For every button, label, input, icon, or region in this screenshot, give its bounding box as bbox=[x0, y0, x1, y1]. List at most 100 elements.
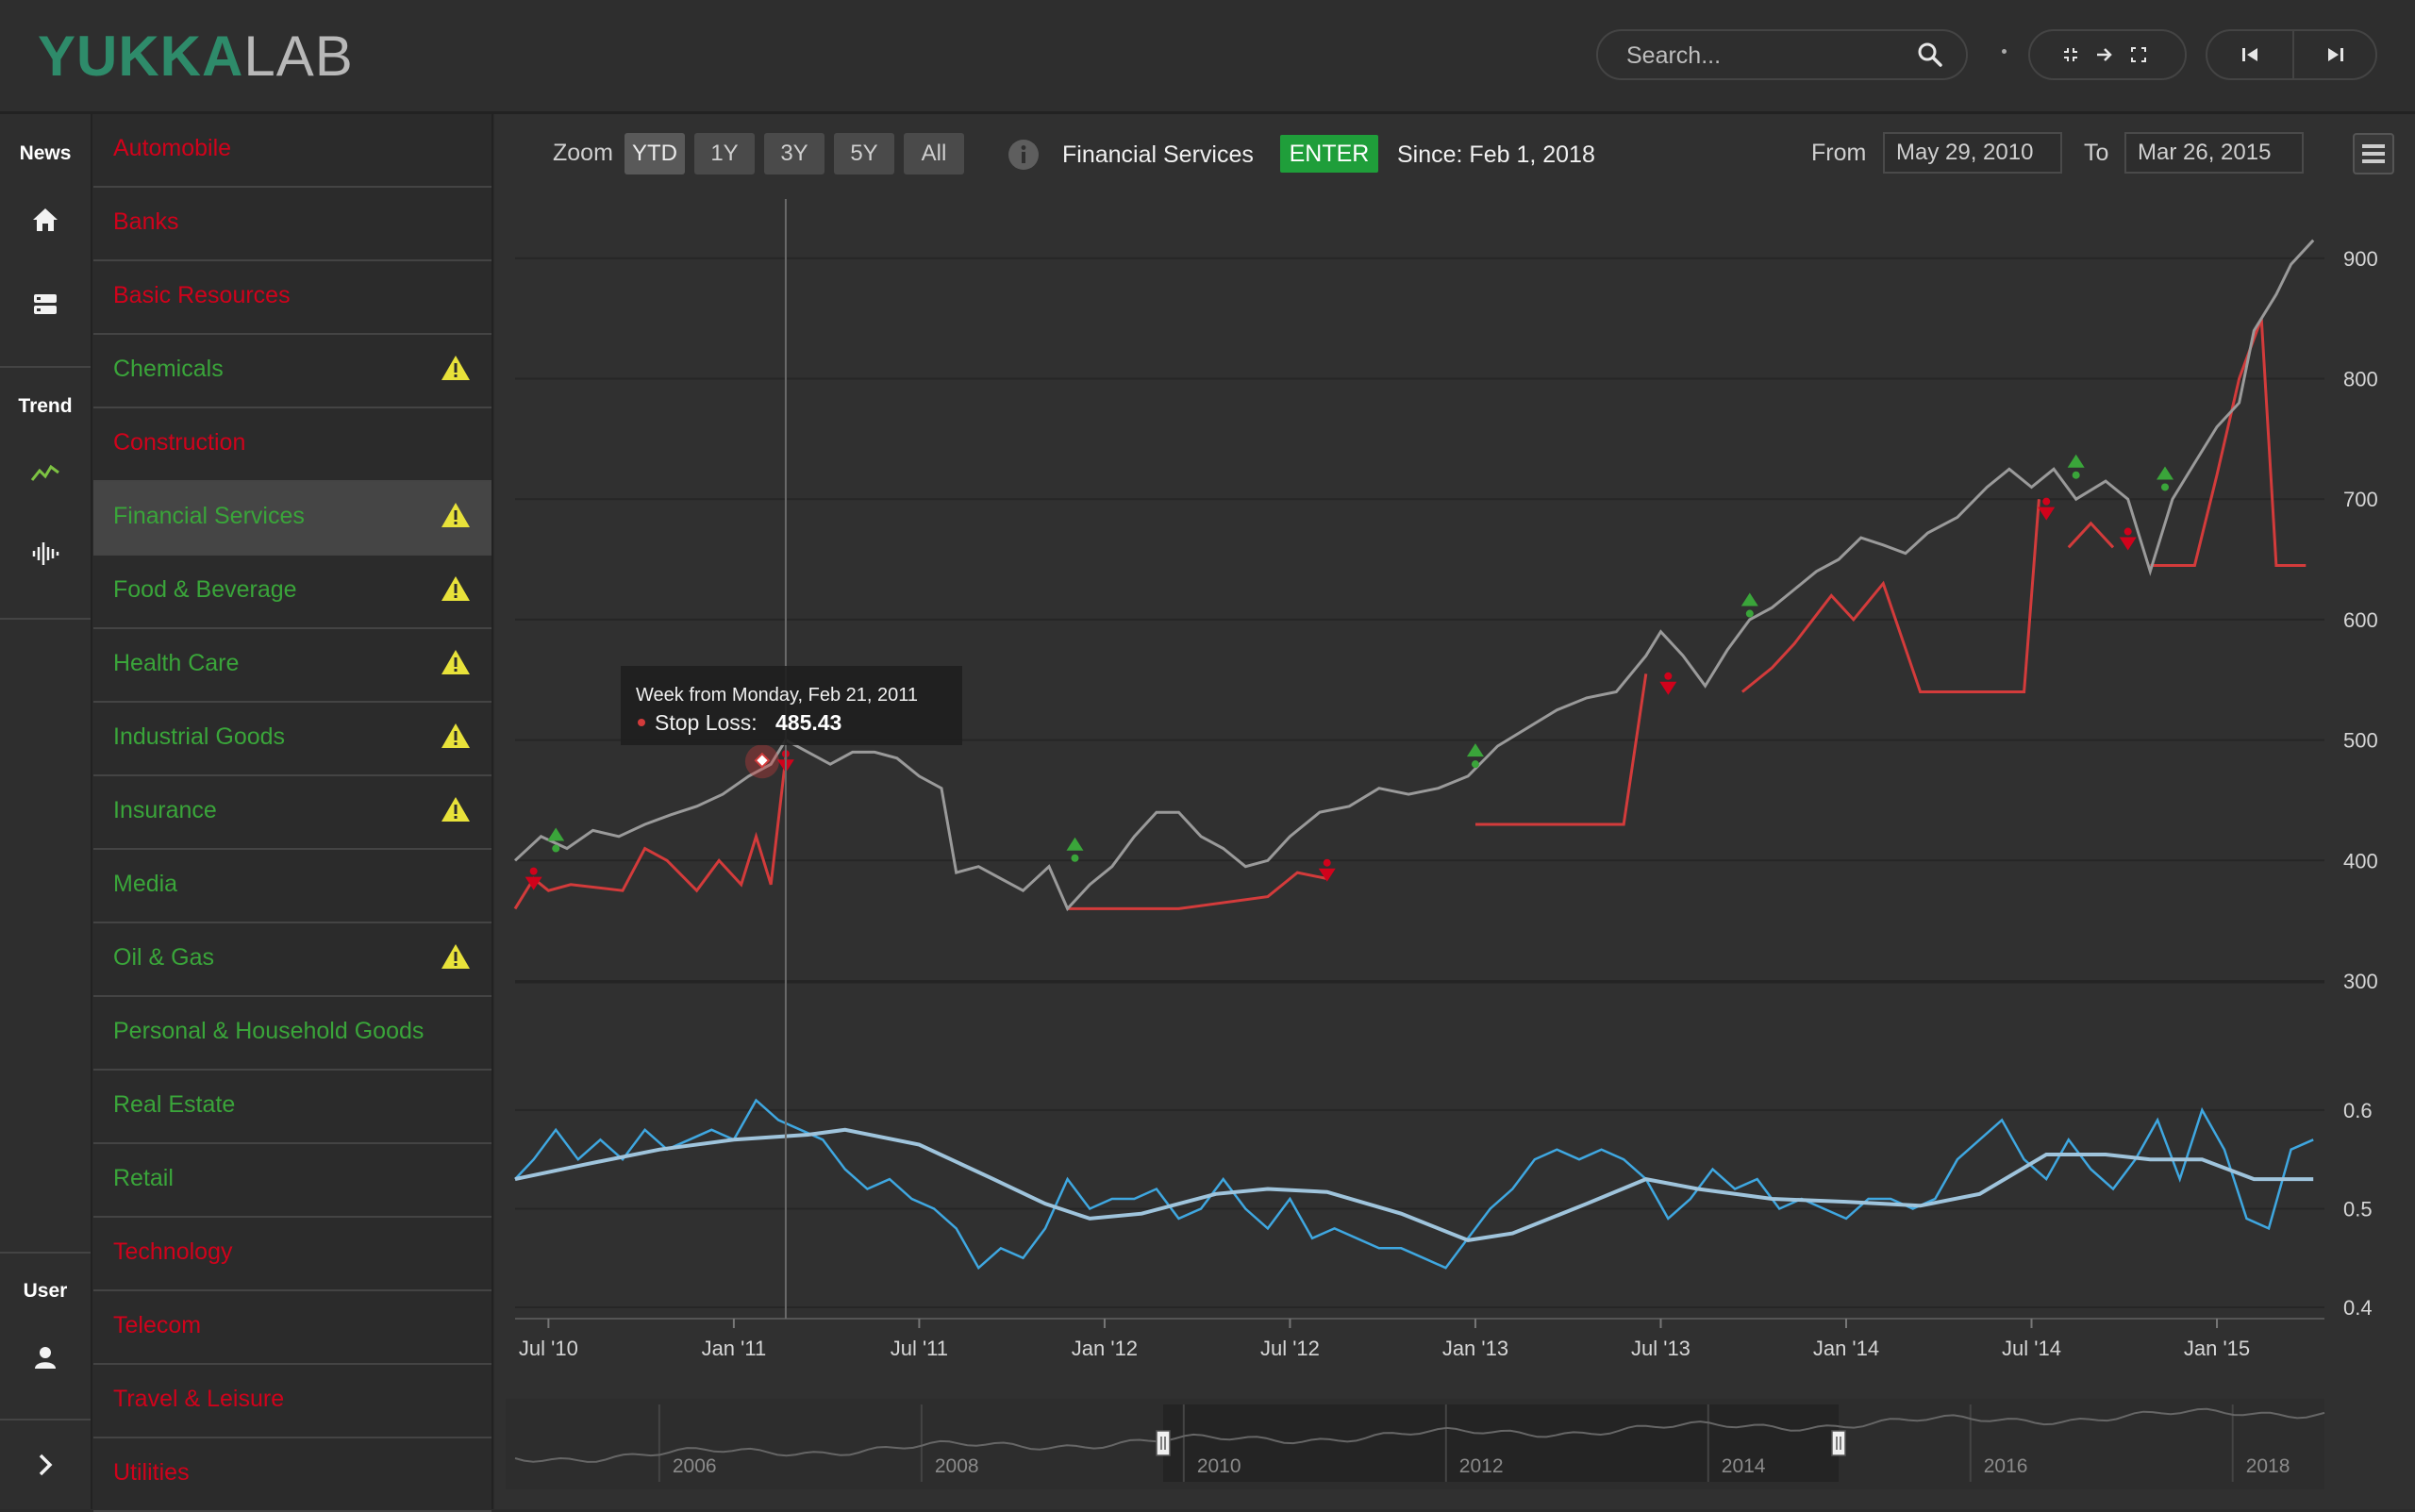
enter-button[interactable]: ENTER bbox=[1280, 135, 1378, 173]
zoom-all-button[interactable]: All bbox=[904, 133, 964, 174]
to-label: To bbox=[2084, 140, 2109, 166]
sector-label: Oil & Gas bbox=[113, 944, 214, 971]
x-tick-label: Jul '11 bbox=[891, 1337, 948, 1360]
sentiment-average-line bbox=[514, 1127, 2314, 1242]
sector-item[interactable]: Oil & Gas bbox=[93, 923, 491, 997]
sector-list: Automobile Banks Basic Resources Chemicals C… bbox=[93, 114, 493, 1512]
x-tick-label: Jul '12 bbox=[1260, 1337, 1320, 1360]
home-icon[interactable] bbox=[28, 203, 62, 237]
sector-item[interactable]: Travel & Leisure bbox=[93, 1365, 491, 1438]
navigator-selected-range bbox=[1163, 1404, 1839, 1482]
sector-item[interactable]: Chemicals bbox=[93, 335, 491, 408]
trend-icon[interactable] bbox=[28, 456, 62, 490]
sector-label: Basic Resources bbox=[113, 282, 291, 308]
chart-canvas[interactable]: 300 400 500 600 700 800 900 0.4 0.5 0.6 Jul '10 Jan… bbox=[494, 114, 2415, 1509]
warning-icon[interactable] bbox=[440, 722, 472, 755]
sector-title: Financial Services bbox=[1062, 141, 1254, 168]
buy-signal-point bbox=[552, 844, 560, 853]
sector-item[interactable]: Media bbox=[93, 850, 491, 923]
buy-signal-marker bbox=[2067, 454, 2085, 468]
tooltip-box bbox=[621, 666, 962, 745]
sector-item[interactable]: Technology bbox=[93, 1218, 491, 1291]
tooltip-value: 485.43 bbox=[775, 710, 841, 735]
price-line bbox=[513, 239, 2315, 912]
sell-signal-point bbox=[2124, 527, 2132, 536]
tooltip-series-label: Stop Loss: bbox=[655, 710, 758, 735]
warning-icon[interactable] bbox=[440, 354, 472, 387]
buy-signal-marker bbox=[547, 827, 565, 841]
warning-icon[interactable] bbox=[440, 574, 472, 607]
sector-item[interactable]: Insurance bbox=[93, 776, 491, 850]
logo-text-secondary: LAB bbox=[243, 25, 354, 88]
buy-signal-point bbox=[1745, 609, 1754, 618]
sell-signal-marker bbox=[2119, 537, 2137, 551]
sector-item[interactable]: Food & Beverage bbox=[93, 556, 491, 629]
sector-item[interactable]: Health Care bbox=[93, 629, 491, 703]
zoom-label: Zoom bbox=[553, 140, 613, 166]
plot-background bbox=[494, 198, 2415, 1321]
buy-signal-point bbox=[1471, 760, 1479, 769]
warning-icon[interactable] bbox=[440, 942, 472, 975]
from-date-input[interactable]: May 29, 2010 bbox=[1883, 132, 2062, 174]
search-input[interactable] bbox=[1624, 39, 1911, 73]
skip-end-icon[interactable] bbox=[2294, 31, 2377, 78]
nav-divider bbox=[0, 618, 91, 620]
nav-divider bbox=[0, 1252, 91, 1254]
sector-item[interactable]: Basic Resources bbox=[93, 261, 491, 335]
sector-label: Insurance bbox=[113, 797, 217, 823]
sector-item[interactable]: Industrial Goods bbox=[93, 703, 491, 776]
sector-item[interactable]: Telecom bbox=[93, 1291, 491, 1365]
navigator-handle[interactable] bbox=[1831, 1430, 1846, 1456]
sell-signal-marker bbox=[525, 876, 542, 890]
zoom-5y-button[interactable]: 5Y bbox=[834, 133, 894, 174]
app-logo[interactable]: YUKKALAB bbox=[38, 26, 354, 87]
x-tick-label: Jul '10 bbox=[519, 1337, 578, 1360]
sector-item[interactable]: Retail bbox=[93, 1144, 491, 1218]
server-icon[interactable] bbox=[28, 288, 62, 322]
sector-item[interactable]: Financial Services bbox=[93, 482, 491, 556]
sector-item[interactable]: Personal & Household Goods bbox=[93, 997, 491, 1071]
sector-item[interactable]: Utilities bbox=[93, 1438, 491, 1512]
sector-label: Retail bbox=[113, 1165, 174, 1191]
audio-wave-icon[interactable] bbox=[28, 537, 62, 571]
x-tick-label: Jul '14 bbox=[2002, 1337, 2061, 1360]
sell-signal-point bbox=[1664, 672, 1673, 680]
y-tick-label: 0.5 bbox=[2343, 1197, 2373, 1221]
info-icon[interactable] bbox=[1008, 139, 1040, 175]
arrow-right-icon[interactable] bbox=[2089, 31, 2121, 78]
expand-icon[interactable] bbox=[2123, 31, 2155, 78]
search-icon[interactable] bbox=[1917, 42, 1943, 73]
chevron-right-icon[interactable] bbox=[28, 1448, 62, 1482]
navigator-handle[interactable] bbox=[1156, 1430, 1171, 1456]
search-box bbox=[1596, 29, 1968, 80]
to-date-input[interactable]: Mar 26, 2015 bbox=[2124, 132, 2304, 174]
x-tick-label: Jan '13 bbox=[1442, 1337, 1508, 1360]
user-icon[interactable] bbox=[28, 1340, 62, 1374]
warning-icon[interactable] bbox=[440, 795, 472, 828]
sector-item[interactable]: Real Estate bbox=[93, 1071, 491, 1144]
buy-signal-marker bbox=[2156, 466, 2174, 480]
sell-signal-point bbox=[529, 867, 538, 875]
since-date: Since: Feb 1, 2018 bbox=[1397, 141, 1595, 168]
playback-controls bbox=[2206, 29, 2377, 80]
warning-icon[interactable] bbox=[440, 648, 472, 681]
y-tick-label: 0.6 bbox=[2343, 1099, 2373, 1122]
sector-item[interactable]: Banks bbox=[93, 188, 491, 261]
y-tick-label: 800 bbox=[2343, 368, 2378, 391]
collapse-icon[interactable] bbox=[2055, 31, 2087, 78]
zoom-ytd-button[interactable]: YTD bbox=[625, 133, 685, 174]
sector-label: Banks bbox=[113, 208, 179, 235]
sector-item[interactable]: Construction bbox=[93, 408, 491, 482]
warning-icon[interactable] bbox=[440, 501, 472, 534]
sector-label: Telecom bbox=[113, 1312, 202, 1338]
nav-divider bbox=[0, 366, 91, 368]
y-tick-label: 0.4 bbox=[2343, 1296, 2373, 1320]
zoom-1y-button[interactable]: 1Y bbox=[694, 133, 755, 174]
chart-panel: Zoom YTD 1Y 3Y 5Y All Financial Services ENT… bbox=[494, 114, 2415, 1509]
zoom-3y-button[interactable]: 3Y bbox=[764, 133, 824, 174]
y-tick-label: 500 bbox=[2343, 729, 2378, 753]
sector-item[interactable]: Automobile bbox=[93, 114, 491, 188]
skip-start-icon[interactable] bbox=[2207, 31, 2294, 78]
sector-label: Real Estate bbox=[113, 1091, 236, 1118]
chart-menu-button[interactable] bbox=[2353, 133, 2394, 174]
